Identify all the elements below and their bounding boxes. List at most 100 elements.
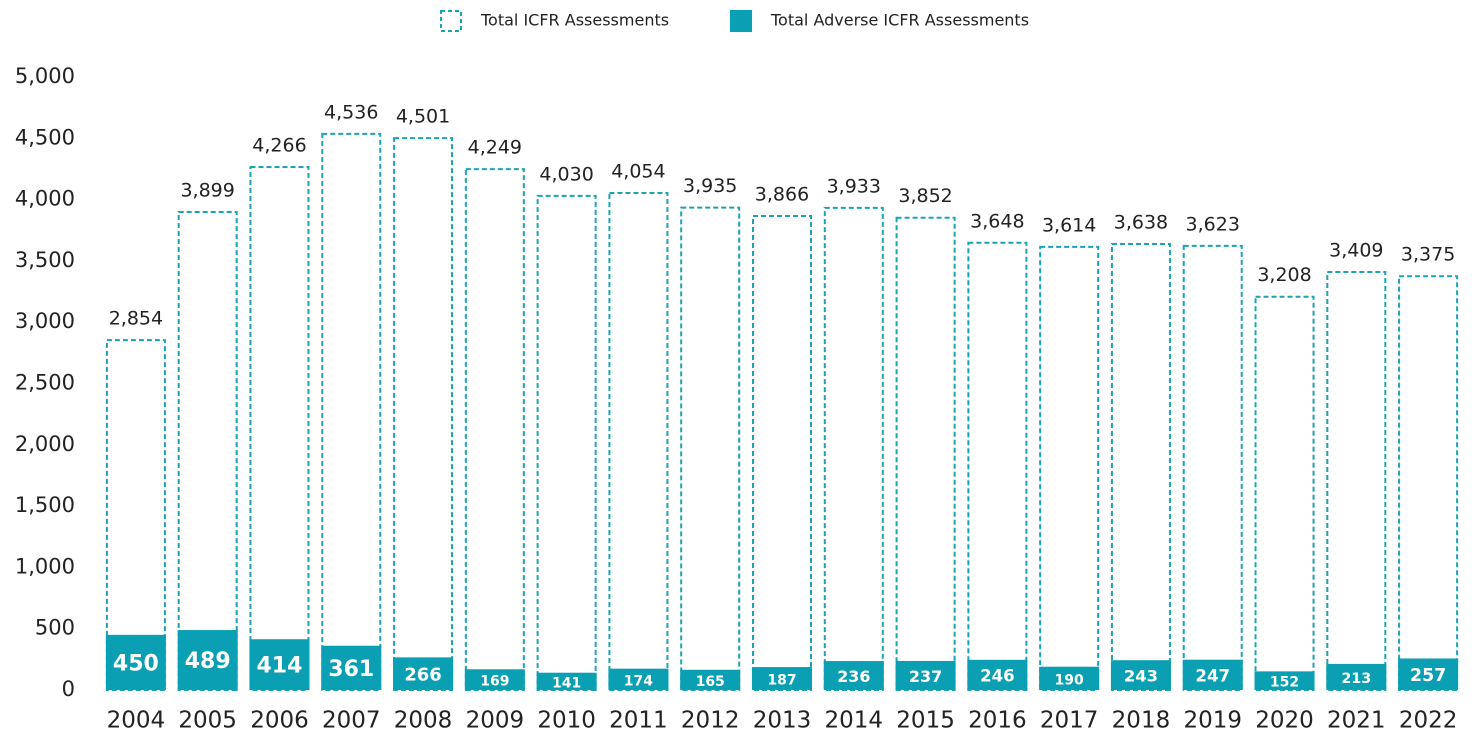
data-label: 4,501 bbox=[396, 106, 450, 128]
bar bbox=[680, 669, 741, 690]
x-tick-label: 2022 bbox=[1399, 708, 1458, 734]
data-label: 152 bbox=[1270, 675, 1299, 691]
data-label: 3,638 bbox=[1114, 211, 1168, 233]
data-label: 237 bbox=[909, 667, 942, 686]
x-tick-label: 2020 bbox=[1255, 708, 1314, 734]
bar-outline bbox=[1254, 295, 1315, 691]
bar bbox=[823, 661, 884, 690]
data-label: 187 bbox=[767, 673, 796, 689]
bar bbox=[105, 634, 166, 690]
data-label: 3,409 bbox=[1329, 240, 1383, 262]
x-tick-label: 2014 bbox=[825, 708, 884, 734]
data-label: 236 bbox=[837, 667, 870, 686]
data-label: 414 bbox=[257, 654, 303, 679]
x-tick-label: 2016 bbox=[968, 708, 1027, 734]
x-tick-label: 2010 bbox=[537, 708, 596, 734]
bar-outline bbox=[608, 191, 669, 691]
data-label: 4,266 bbox=[252, 134, 306, 156]
x-tick-label: 2018 bbox=[1112, 708, 1171, 734]
data-label: 3,623 bbox=[1186, 213, 1240, 235]
data-label: 4,054 bbox=[611, 160, 665, 182]
x-tick-label: 2013 bbox=[753, 708, 812, 734]
x-tick-label: 2015 bbox=[896, 708, 955, 734]
bar bbox=[967, 659, 1028, 690]
data-label: 169 bbox=[480, 674, 509, 690]
data-label: 3,866 bbox=[755, 184, 809, 206]
data-label: 266 bbox=[404, 665, 441, 686]
y-tick-label: 1,500 bbox=[15, 493, 75, 517]
y-tick-label: 3,000 bbox=[15, 309, 75, 333]
data-label: 3,648 bbox=[970, 210, 1024, 232]
y-tick-label: 2,500 bbox=[15, 371, 75, 395]
data-label: 4,536 bbox=[324, 101, 378, 123]
bar-outline bbox=[249, 165, 310, 691]
bar bbox=[249, 639, 310, 690]
bar-outline bbox=[321, 132, 382, 691]
y-tick-label: 2,000 bbox=[15, 432, 75, 456]
x-tick-label: 2007 bbox=[322, 708, 381, 734]
bar bbox=[1182, 659, 1243, 690]
x-tick-label: 2021 bbox=[1327, 708, 1386, 734]
bar bbox=[321, 645, 382, 690]
x-tick-label: 2009 bbox=[466, 708, 525, 734]
data-label: 257 bbox=[1410, 666, 1446, 686]
bar bbox=[1110, 660, 1171, 690]
bar bbox=[393, 657, 454, 690]
y-tick-label: 3,500 bbox=[15, 248, 75, 272]
bar-outline bbox=[177, 210, 238, 691]
x-tick-label: 2017 bbox=[1040, 708, 1099, 734]
bar bbox=[1326, 663, 1387, 690]
bar-outline bbox=[393, 137, 454, 691]
bar-outline bbox=[1110, 242, 1171, 691]
data-label: 190 bbox=[1055, 672, 1084, 688]
bar-outline bbox=[967, 241, 1028, 692]
bar-outline bbox=[895, 216, 956, 691]
data-label: 174 bbox=[624, 673, 653, 689]
y-tick-label: 4,500 bbox=[15, 125, 75, 149]
data-label: 4,030 bbox=[539, 163, 593, 185]
y-tick-label: 4,000 bbox=[15, 187, 75, 211]
data-label: 4,249 bbox=[468, 137, 522, 159]
bar bbox=[608, 668, 669, 690]
legend-label: Total Adverse ICFR Assessments bbox=[770, 11, 1029, 30]
data-label: 141 bbox=[552, 675, 581, 691]
bar-outline bbox=[1398, 275, 1459, 691]
x-tick-label: 2006 bbox=[250, 708, 309, 734]
x-tick-label: 2011 bbox=[609, 708, 668, 734]
bar bbox=[1039, 666, 1100, 690]
data-label: 3,933 bbox=[827, 175, 881, 197]
bar bbox=[895, 660, 956, 690]
data-label: 243 bbox=[1124, 667, 1158, 686]
data-label: 361 bbox=[328, 657, 374, 682]
y-tick-label: 0 bbox=[62, 677, 75, 701]
bar-outline bbox=[823, 206, 884, 691]
data-label: 247 bbox=[1195, 666, 1230, 685]
x-tick-label: 2005 bbox=[178, 708, 237, 734]
bar bbox=[1254, 671, 1315, 690]
data-label: 3,375 bbox=[1401, 244, 1455, 266]
bar bbox=[177, 630, 238, 690]
data-label: 489 bbox=[185, 649, 231, 674]
data-label: 3,899 bbox=[180, 179, 234, 201]
bar bbox=[464, 669, 525, 690]
legend-swatch bbox=[440, 10, 462, 32]
data-label: 3,614 bbox=[1042, 214, 1096, 236]
y-tick-label: 500 bbox=[35, 616, 75, 640]
data-label: 3,935 bbox=[683, 175, 737, 197]
bar-outline bbox=[752, 215, 812, 691]
bar bbox=[536, 672, 597, 690]
legend-swatch bbox=[730, 10, 752, 32]
bar-outline bbox=[464, 168, 525, 692]
bar-outline bbox=[1039, 245, 1100, 691]
x-tick-label: 2004 bbox=[107, 708, 166, 734]
bar-outline bbox=[1182, 244, 1243, 692]
data-label: 213 bbox=[1341, 671, 1371, 687]
data-label: 3,852 bbox=[898, 185, 952, 207]
bar-outline bbox=[1326, 271, 1387, 691]
y-tick-label: 1,000 bbox=[15, 554, 75, 578]
x-tick-label: 2008 bbox=[394, 708, 453, 734]
data-label: 450 bbox=[113, 651, 159, 676]
data-label: 165 bbox=[696, 674, 725, 690]
bar bbox=[752, 667, 812, 690]
